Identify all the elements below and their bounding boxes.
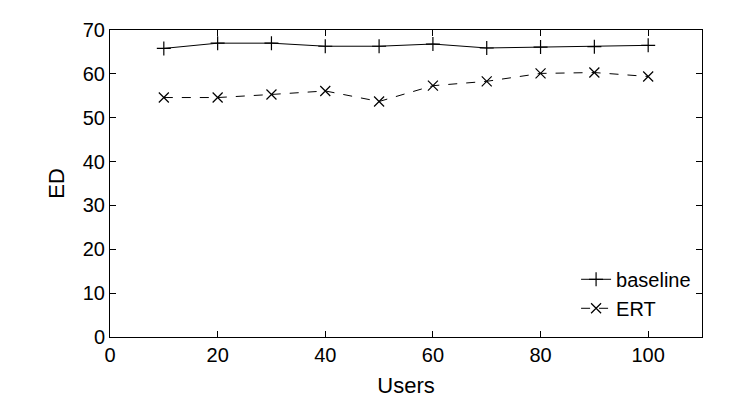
- svg-text:ED: ED: [44, 168, 69, 199]
- svg-text:50: 50: [83, 107, 105, 129]
- svg-text:20: 20: [83, 238, 105, 260]
- svg-text:40: 40: [83, 151, 105, 173]
- svg-text:30: 30: [83, 194, 105, 216]
- svg-text:20: 20: [207, 344, 229, 366]
- svg-text:0: 0: [94, 326, 105, 348]
- svg-text:ERT: ERT: [616, 298, 656, 320]
- svg-text:60: 60: [83, 63, 105, 85]
- svg-text:100: 100: [631, 344, 664, 366]
- svg-text:baseline: baseline: [616, 269, 691, 291]
- svg-text:10: 10: [83, 282, 105, 304]
- svg-text:Users: Users: [377, 373, 434, 398]
- svg-text:80: 80: [529, 344, 551, 366]
- svg-text:70: 70: [83, 19, 105, 41]
- svg-text:40: 40: [314, 344, 336, 366]
- svg-text:60: 60: [422, 344, 444, 366]
- svg-text:0: 0: [104, 344, 115, 366]
